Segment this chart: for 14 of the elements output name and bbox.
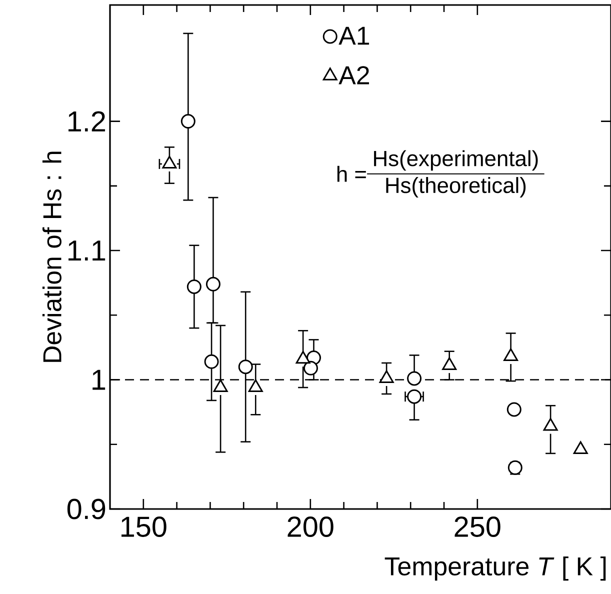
annotation: Hs(experimental) [374, 150, 538, 171]
y-tick-label: 1.2 [68, 111, 106, 132]
y-tick-label: 0.9 [67, 498, 106, 520]
y-axis-title: Deviation of Hs : h [42, 152, 62, 362]
annotation: Hs(theoretical) [386, 177, 526, 198]
x-tick-label: 250 [454, 516, 500, 537]
x-tick-label: 200 [288, 516, 334, 537]
annotation: h = [337, 166, 366, 182]
x-axis-title: Temperature T [ K ] [384, 556, 606, 581]
y-tick-label: 1.1 [68, 240, 106, 260]
y-tick-label: 1 [92, 370, 106, 390]
legend-label: A1 [338, 26, 370, 45]
legend-label: A2 [338, 66, 369, 84]
x-tick-label: 150 [122, 516, 166, 537]
